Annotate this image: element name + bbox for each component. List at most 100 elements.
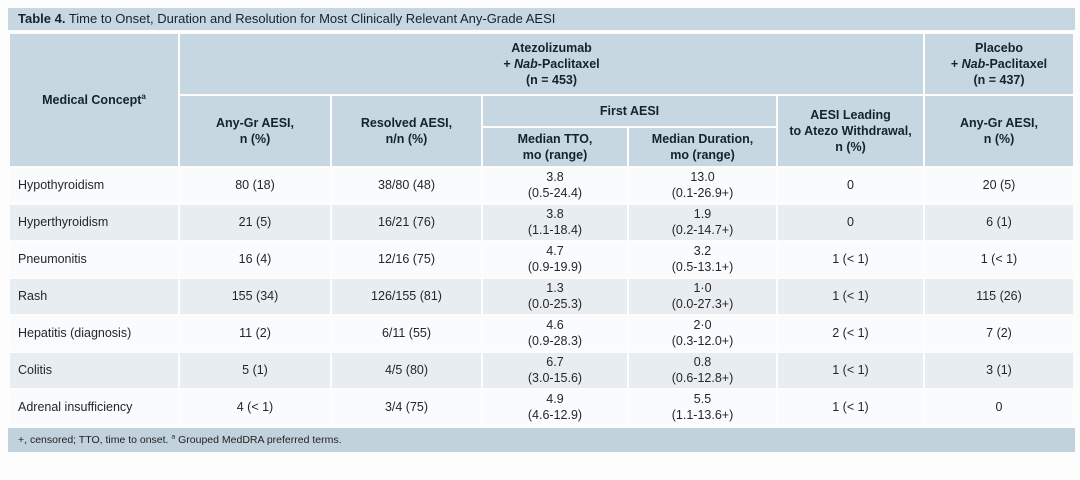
placebo-any-grade-cell: 20 (5) bbox=[925, 168, 1073, 203]
any-grade-aesi-value: 11 (2) bbox=[239, 325, 271, 340]
placebo-any-grade-value: 6 (1) bbox=[986, 214, 1012, 229]
medical-concept-cell: Adrenal insufficiency bbox=[10, 390, 178, 425]
table-row: Hyperthyroidism 21 (5) 16/21 (76) 3.8 (1… bbox=[10, 205, 1073, 240]
median-duration-cell: 13.0 (0.1-26.9+) bbox=[629, 168, 776, 203]
header-atezo-line1: Atezolizumab bbox=[511, 40, 592, 55]
withdrawal-cell: 1 (< 1) bbox=[778, 353, 923, 388]
median-tto-cell: 3.8 (1.1-18.4) bbox=[483, 205, 627, 240]
median-tto-cell: 3.8 (0.5-24.4) bbox=[483, 168, 627, 203]
resolved-aesi-value: 6/11 (55) bbox=[381, 325, 432, 340]
median-tto-value: 3.8 bbox=[546, 169, 564, 184]
medical-concept-value: Adrenal insufficiency bbox=[18, 399, 133, 414]
median-tto-range: (0.0-25.3) bbox=[527, 296, 583, 311]
any-grade-aesi-value: 5 (1) bbox=[242, 362, 268, 377]
median-duration-cell: 2·0 (0.3-12.0+) bbox=[629, 316, 776, 351]
placebo-any-grade-value: 20 (5) bbox=[982, 177, 1016, 192]
table-footnote: +, censored; TTO, time to onset. a Group… bbox=[8, 428, 1075, 452]
footnote-marker: a bbox=[171, 433, 176, 441]
any-grade-aesi-cell: 80 (18) bbox=[180, 168, 330, 203]
header-placebo-any-grade-l1: Any-Gr AESI, bbox=[959, 115, 1039, 130]
median-tto-cell: 4.6 (0.9-28.3) bbox=[483, 316, 627, 351]
header-any-grade-l1: Any-Gr AESI, bbox=[215, 115, 295, 130]
header-resolved-l1: Resolved AESI, bbox=[360, 115, 453, 130]
table-row: Hypothyroidism 80 (18) 38/80 (48) 3.8 (0… bbox=[10, 168, 1073, 203]
median-duration-value: 1·0 bbox=[693, 280, 712, 295]
any-grade-aesi-cell: 5 (1) bbox=[180, 353, 330, 388]
header-atezo-n: (n = 453) bbox=[525, 73, 578, 88]
median-tto-cell: 4.7 (0.9-19.9) bbox=[483, 242, 627, 277]
placebo-any-grade-cell: 1 (< 1) bbox=[925, 242, 1073, 277]
header-withdrawal-l1: AESI Leading bbox=[810, 107, 891, 122]
table-row: Rash 155 (34) 126/155 (81) 1.3 (0.0-25.3… bbox=[10, 279, 1073, 314]
resolved-aesi-cell: 3/4 (75) bbox=[332, 390, 481, 425]
medical-concept-value: Hyperthyroidism bbox=[18, 214, 109, 229]
table-panel: Table 4. Time to Onset, Duration and Res… bbox=[8, 8, 1075, 452]
withdrawal-cell: 0 bbox=[778, 205, 923, 240]
footnote-meddra: Grouped MedDRA preferred terms. bbox=[175, 434, 342, 446]
header-placebo-n: (n = 437) bbox=[973, 73, 1025, 88]
header-placebo-line1: Placebo bbox=[975, 40, 1023, 55]
withdrawal-cell: 1 (< 1) bbox=[778, 242, 923, 277]
header-placebo-group: Placebo + Nab-Paclitaxel (n = 437) bbox=[925, 34, 1073, 94]
footnote-abbreviations: +, censored; TTO, time to onset. bbox=[18, 434, 172, 446]
header-atezo-nab: Nab bbox=[514, 56, 538, 71]
header-any-grade-aesi: Any-Gr AESI, n (%) bbox=[180, 96, 330, 166]
medical-concept-value: Colitis bbox=[18, 362, 53, 377]
median-duration-value: 0.8 bbox=[693, 354, 712, 369]
placebo-any-grade-cell: 6 (1) bbox=[925, 205, 1073, 240]
medical-concept-cell: Colitis bbox=[10, 353, 178, 388]
placebo-any-grade-value: 0 bbox=[995, 399, 1003, 414]
median-tto-value: 4.9 bbox=[546, 391, 564, 406]
resolved-aesi-value: 3/4 (75) bbox=[384, 399, 429, 414]
resolved-aesi-value: 126/155 (81) bbox=[371, 288, 442, 303]
any-grade-aesi-cell: 4 (< 1) bbox=[180, 390, 330, 425]
table-title-number: Table 4. bbox=[18, 11, 66, 26]
medical-concept-value: Hypothyroidism bbox=[18, 177, 105, 192]
resolved-aesi-value: 4/5 (80) bbox=[384, 362, 429, 377]
median-tto-value: 4.6 bbox=[546, 317, 564, 332]
median-tto-value: 3.8 bbox=[546, 206, 564, 221]
withdrawal-cell: 2 (< 1) bbox=[778, 316, 923, 351]
table-row: Adrenal insufficiency 4 (< 1) 3/4 (75) 4… bbox=[10, 390, 1073, 425]
placebo-any-grade-cell: 7 (2) bbox=[925, 316, 1073, 351]
header-placebo-line2: + Nab-Paclitaxel bbox=[929, 56, 1069, 72]
withdrawal-value: 1 (< 1) bbox=[832, 288, 869, 303]
median-duration-value: 3.2 bbox=[693, 243, 712, 258]
table-row: Colitis 5 (1) 4/5 (80) 6.7 (3.0-15.6) 0.… bbox=[10, 353, 1073, 388]
median-tto-cell: 1.3 (0.0-25.3) bbox=[483, 279, 627, 314]
median-duration-value: 13.0 bbox=[690, 169, 715, 184]
any-grade-aesi-value: 4 (< 1) bbox=[236, 399, 274, 414]
header-resolved-l2: n/n (%) bbox=[385, 132, 428, 146]
medical-concept-cell: Pneumonitis bbox=[10, 242, 178, 277]
header-medical-concept-label: Medical Concept bbox=[42, 92, 142, 107]
header-median-tto-l1: Median TTO, bbox=[517, 131, 593, 146]
header-placebo-plus: + bbox=[950, 56, 962, 71]
median-duration-value: 1.9 bbox=[693, 206, 712, 221]
resolved-aesi-cell: 4/5 (80) bbox=[332, 353, 481, 388]
header-placebo-any-grade-l2: n (%) bbox=[983, 132, 1015, 146]
any-grade-aesi-value: 80 (18) bbox=[235, 177, 275, 192]
header-atezo-line2: + Nab-Paclitaxel bbox=[184, 56, 919, 72]
resolved-aesi-value: 12/16 (75) bbox=[378, 251, 435, 266]
table-row: Hepatitis (diagnosis) 11 (2) 6/11 (55) 4… bbox=[10, 316, 1073, 351]
median-duration-cell: 3.2 (0.5-13.1+) bbox=[629, 242, 776, 277]
median-tto-range: (0.5-24.4) bbox=[527, 185, 583, 200]
median-duration-range: (0.6-12.8+) bbox=[671, 370, 734, 385]
aesi-table: Medical Concepta Atezolizumab + Nab-Pacl… bbox=[8, 32, 1075, 427]
table-body: Hypothyroidism 80 (18) 38/80 (48) 3.8 (0… bbox=[10, 168, 1073, 425]
withdrawal-cell: 1 (< 1) bbox=[778, 390, 923, 425]
header-median-duration-l1: Median Duration, bbox=[651, 131, 754, 146]
header-first-aesi-group: First AESI bbox=[483, 96, 776, 126]
resolved-aesi-cell: 12/16 (75) bbox=[332, 242, 481, 277]
header-medical-concept-footnote-marker: a bbox=[141, 91, 146, 101]
median-tto-cell: 6.7 (3.0-15.6) bbox=[483, 353, 627, 388]
header-atezo-plus: + bbox=[503, 56, 515, 71]
any-grade-aesi-value: 16 (4) bbox=[238, 251, 272, 266]
withdrawal-cell: 0 bbox=[778, 168, 923, 203]
resolved-aesi-value: 38/80 (48) bbox=[378, 177, 435, 192]
median-tto-range: (0.9-28.3) bbox=[527, 333, 583, 348]
withdrawal-value: 1 (< 1) bbox=[832, 362, 869, 377]
median-tto-range: (1.1-18.4) bbox=[527, 222, 583, 237]
median-duration-range: (0.2-14.7+) bbox=[671, 222, 734, 237]
